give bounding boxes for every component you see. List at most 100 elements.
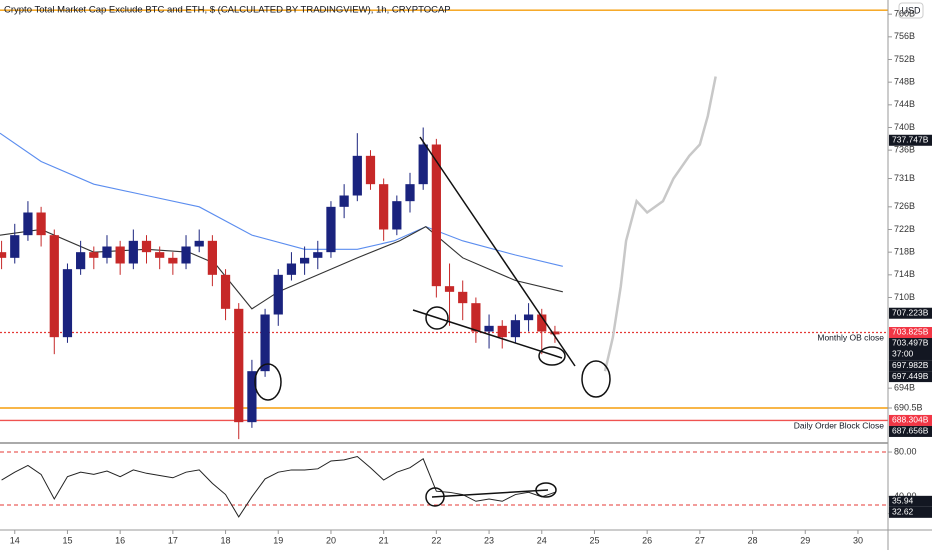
candle-body bbox=[168, 257, 178, 264]
candle-body bbox=[550, 331, 560, 335]
candle-body bbox=[155, 252, 165, 258]
price-label-box bbox=[889, 414, 932, 426]
price-label-box bbox=[889, 134, 932, 146]
candle-body bbox=[0, 252, 7, 258]
candle-body bbox=[313, 252, 323, 258]
y-tick-label: 748B bbox=[894, 77, 915, 87]
level-note: Daily Order Block Close bbox=[794, 421, 884, 431]
x-tick-label: 17 bbox=[168, 535, 178, 545]
y-tick-label: 714B bbox=[894, 269, 915, 279]
candle-body bbox=[339, 195, 349, 207]
candle-body bbox=[352, 155, 362, 196]
chart-title: Crypto Total Market Cap Exclude BTC and … bbox=[4, 5, 451, 16]
price-label: 703.497B bbox=[892, 338, 929, 348]
x-tick-label: 19 bbox=[273, 535, 283, 545]
x-tick-label: 20 bbox=[326, 535, 336, 545]
candle-body bbox=[431, 144, 441, 287]
candle-body bbox=[510, 320, 521, 338]
y-tick-label: 736B bbox=[894, 145, 915, 155]
candle-body bbox=[286, 263, 297, 275]
price-label: 697.449B bbox=[892, 371, 929, 381]
candle-body bbox=[418, 144, 428, 185]
candle-body bbox=[471, 303, 481, 332]
candle-body bbox=[326, 206, 336, 253]
price-label: 688.304B bbox=[892, 415, 929, 425]
x-tick-label: 30 bbox=[853, 535, 863, 545]
x-tick-label: 16 bbox=[115, 535, 125, 545]
circle-drawing bbox=[425, 306, 449, 330]
candle-body bbox=[299, 257, 310, 264]
trend-line bbox=[419, 136, 576, 367]
candle-body bbox=[405, 184, 415, 202]
candle-body bbox=[484, 325, 494, 332]
x-tick-label: 14 bbox=[10, 535, 20, 545]
price-label-box bbox=[889, 360, 932, 372]
candle-body bbox=[10, 235, 20, 258]
y-tick-label: 726B bbox=[894, 201, 915, 211]
price-label: 703.825B bbox=[892, 327, 929, 337]
currency-badge[interactable] bbox=[898, 2, 924, 19]
circle-drawing bbox=[535, 482, 557, 498]
drawings bbox=[254, 136, 611, 507]
plot: Daily Order Block Close Monthly OB close bbox=[0, 9, 888, 518]
projection-line bbox=[603, 76, 717, 372]
candle-body bbox=[128, 240, 138, 264]
x-tick-label: 24 bbox=[537, 535, 547, 545]
candle-body bbox=[444, 286, 455, 292]
candle-body bbox=[76, 252, 86, 270]
price-label: 32.62 bbox=[892, 507, 914, 517]
x-tick-label: 23 bbox=[484, 535, 494, 545]
y-tick-label: 694B bbox=[894, 383, 915, 393]
candle-body bbox=[89, 252, 99, 258]
price-label-box bbox=[889, 326, 932, 338]
candle-body bbox=[247, 371, 257, 423]
candle-body bbox=[49, 235, 59, 338]
price-label: 737.747B bbox=[892, 135, 929, 145]
level-note: Monthly OB close bbox=[817, 333, 884, 343]
x-tick-label: 28 bbox=[748, 535, 758, 545]
candle-body bbox=[537, 314, 547, 332]
trend-line bbox=[412, 309, 563, 359]
price-label-box bbox=[889, 506, 932, 518]
price-label: 707.223B bbox=[892, 307, 929, 317]
countdown-label: 37:00 bbox=[892, 349, 914, 359]
price-label-box bbox=[889, 307, 932, 319]
candle-body bbox=[23, 212, 33, 236]
y-tick-label: 752B bbox=[894, 54, 915, 64]
candle-body bbox=[458, 291, 468, 304]
price-label: 697.982B bbox=[892, 360, 929, 370]
price-label: 35.94 bbox=[892, 496, 914, 506]
candle-body bbox=[115, 246, 125, 264]
candle-body bbox=[365, 155, 376, 185]
candle-body bbox=[62, 269, 73, 338]
y-tick-label: 740B bbox=[894, 122, 915, 132]
candle-body bbox=[523, 314, 534, 321]
price-label-box bbox=[889, 337, 932, 360]
y-tick-label: 731B bbox=[894, 173, 915, 183]
price-label-box bbox=[889, 425, 932, 437]
x-tick-label: 27 bbox=[695, 535, 705, 545]
x-tick-label: 18 bbox=[221, 535, 231, 545]
currency[interactable]: USD bbox=[901, 5, 921, 15]
y-tick-label: 690.5B bbox=[894, 402, 923, 412]
y-tick-label: 744B bbox=[894, 99, 915, 109]
x-tick-label: 25 bbox=[589, 535, 599, 545]
circle-drawing bbox=[254, 363, 282, 401]
candle-body bbox=[234, 308, 244, 423]
candle-body bbox=[141, 240, 152, 253]
x-tick-label: 26 bbox=[642, 535, 652, 545]
candle-body bbox=[220, 274, 231, 309]
x-tick-label: 22 bbox=[431, 535, 441, 545]
x-tick-label: 29 bbox=[800, 535, 810, 545]
y-tick-label: 722B bbox=[894, 224, 915, 234]
x-tick-label: 15 bbox=[62, 535, 72, 545]
candle-body bbox=[497, 325, 507, 338]
candle-body bbox=[207, 240, 217, 275]
circle-drawing bbox=[425, 487, 445, 507]
y-tick-label: 80.00 bbox=[894, 446, 917, 456]
candle-body bbox=[379, 184, 389, 230]
candle-body bbox=[260, 314, 270, 372]
y-tick-label: 760B bbox=[894, 9, 915, 19]
